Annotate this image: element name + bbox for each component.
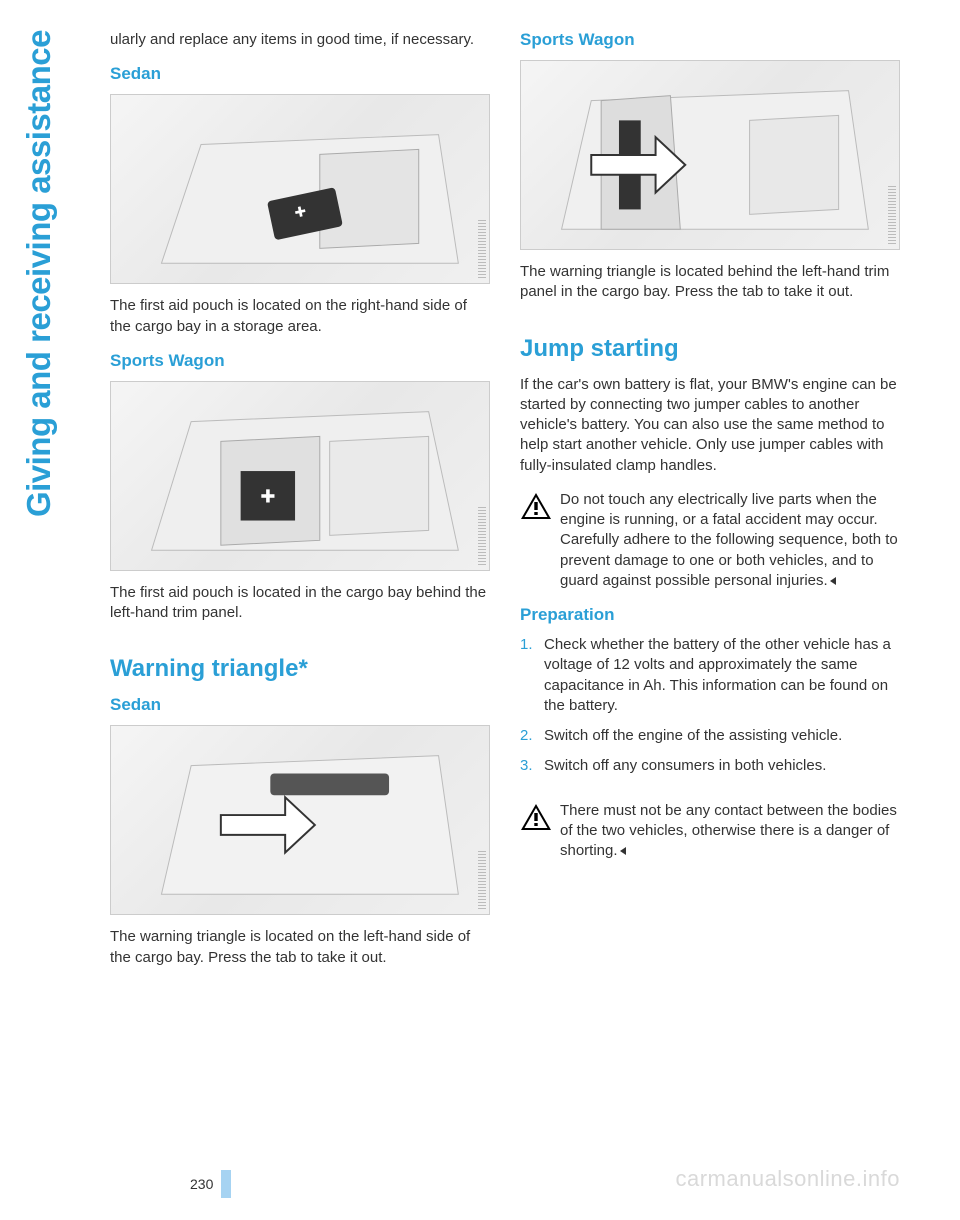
list-text: Check whether the battery of the other v…: [544, 635, 900, 716]
right-column: Sports Wagon The warning triangle is loc…: [520, 30, 900, 1130]
figure-sedan-triangle: [110, 725, 490, 915]
figure-wagon-triangle: [520, 60, 900, 250]
list-number: 3.: [520, 756, 544, 776]
warning-triangle-icon: [520, 492, 552, 520]
list-item: 1.Check whether the battery of the other…: [520, 635, 900, 716]
heading-warning-triangle: Warning triangle*: [110, 655, 490, 683]
warning-text-2: There must not be any contact between th…: [560, 801, 900, 862]
caption-wagon-firstaid: The first aid pouch is located in the ca…: [110, 583, 490, 624]
two-column-layout: ularly and replace any items in good tim…: [110, 30, 900, 1130]
manual-page: Giving and receiving assistance ularly a…: [0, 0, 960, 1220]
page-number: 230: [190, 1164, 231, 1192]
figure-wagon-firstaid: ✚: [110, 381, 490, 571]
warning-triangle-icon: [520, 803, 552, 831]
warning-text-1: Do not touch any electrically live parts…: [560, 490, 900, 591]
list-text: Switch off the engine of the assisting v…: [544, 726, 900, 746]
page-number-bar: [221, 1170, 231, 1198]
intro-text: ularly and replace any items in good tim…: [110, 30, 490, 50]
heading-sedan-2: Sedan: [110, 695, 490, 715]
figure-sedan-firstaid: ✚: [110, 94, 490, 284]
preparation-list: 1.Check whether the battery of the other…: [520, 635, 900, 787]
heading-sedan: Sedan: [110, 64, 490, 84]
heading-sportswagon: Sports Wagon: [110, 351, 490, 371]
list-item: 3.Switch off any consumers in both vehic…: [520, 756, 900, 776]
caption-sedan-triangle: The warning triangle is located on the l…: [110, 927, 490, 968]
left-column: ularly and replace any items in good tim…: [110, 30, 490, 1130]
end-marker-icon: [828, 576, 838, 586]
caption-sedan-firstaid: The first aid pouch is located on the ri…: [110, 296, 490, 337]
list-number: 2.: [520, 726, 544, 746]
heading-sportswagon-2: Sports Wagon: [520, 30, 900, 50]
heading-jump-starting: Jump starting: [520, 335, 900, 363]
list-number: 1.: [520, 635, 544, 716]
section-title-vertical: Giving and receiving assistance: [20, 30, 58, 517]
page-footer: 230 carmanualsonline.info: [0, 1164, 960, 1192]
svg-text:✚: ✚: [260, 486, 275, 506]
warning-block-1: Do not touch any electrically live parts…: [520, 490, 900, 591]
jump-intro: If the car's own battery is flat, your B…: [520, 375, 900, 476]
heading-preparation: Preparation: [520, 605, 900, 625]
watermark-text: carmanualsonline.info: [675, 1166, 900, 1192]
end-marker-icon: [618, 846, 628, 856]
list-item: 2.Switch off the engine of the assisting…: [520, 726, 900, 746]
warning-block-2: There must not be any contact between th…: [520, 801, 900, 862]
list-text: Switch off any consumers in both vehicle…: [544, 756, 900, 776]
caption-wagon-triangle: The warning triangle is located behind t…: [520, 262, 900, 303]
